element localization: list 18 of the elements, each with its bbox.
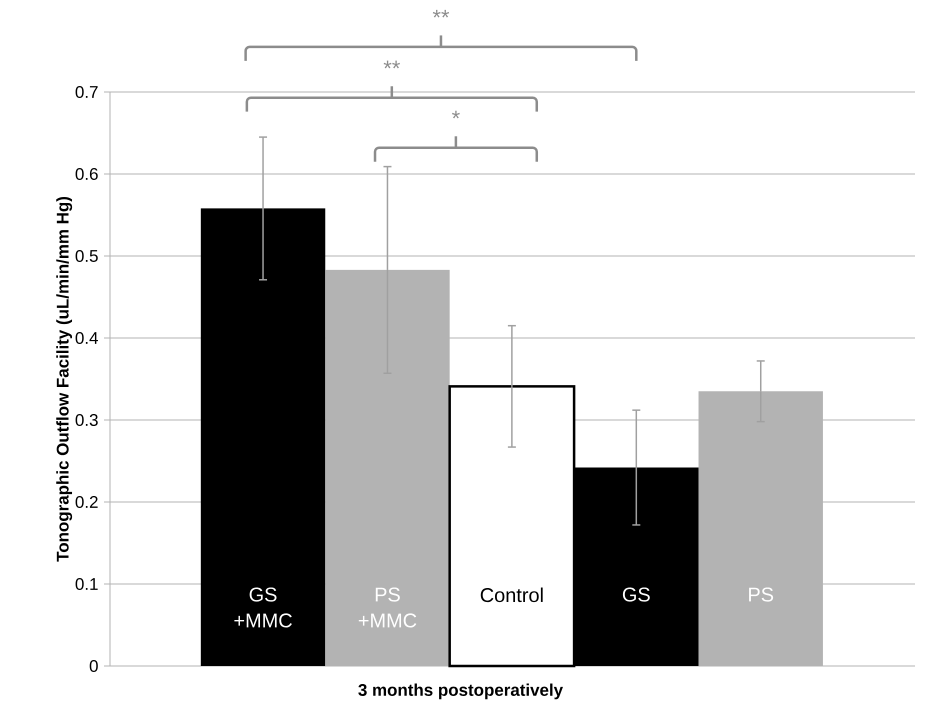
y-tick-label: 0.6 [76,168,98,180]
x-tick-label: PS +MMC [358,588,416,628]
x-tick-label: GS +MMC [234,588,292,628]
y-tick-label: 0.1 [76,578,98,590]
y-tick-label: 0 [90,660,98,672]
text: ** [384,60,400,68]
x-tick-label: PS [749,588,774,602]
y-tick-label: 0.4 [76,332,98,344]
y-tick-label: 0.7 [76,86,98,98]
text: ** [432,10,450,18]
x-tick-label: GS [622,588,650,602]
x-axis-title: 3 months postoperatively [358,684,563,700]
y-axis-title: Tonographic Outflow Facility (uL/min/mm Hg) [56,196,72,562]
y-tick-label: 0.5 [76,250,98,262]
x-tick-label: Control [480,588,543,602]
y-tick-label: 0.2 [76,496,98,508]
y-tick-label: 0.3 [76,414,98,426]
annotation: * [452,110,460,118]
